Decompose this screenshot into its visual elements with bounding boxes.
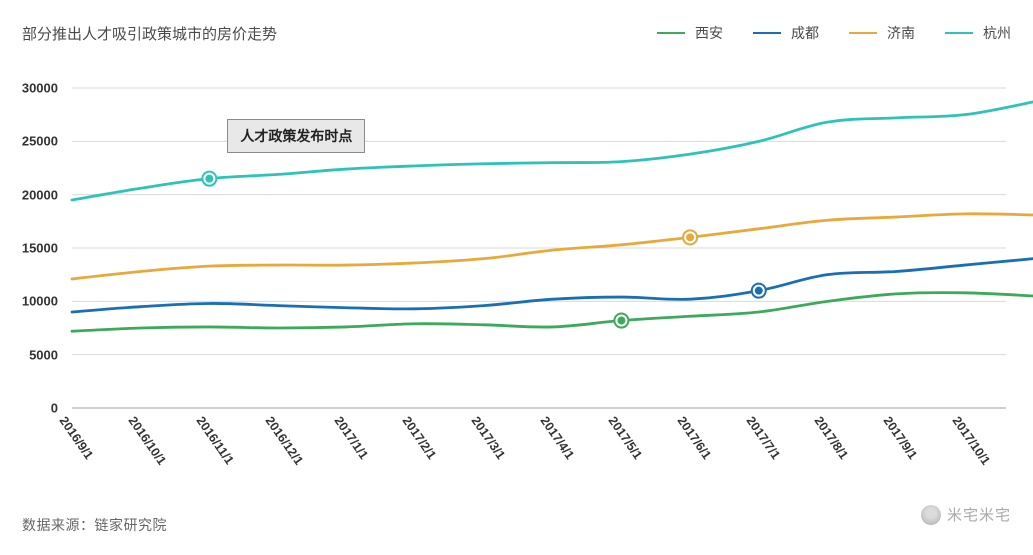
legend-item: 西安 [657, 23, 723, 43]
x-tick-label: 2017/9/1 [881, 414, 920, 462]
y-tick-label: 10000 [22, 294, 58, 309]
legend: 西安 成都 济南 杭州 [657, 23, 1011, 43]
y-tick-label: 20000 [22, 187, 58, 202]
policy-marker-dot [755, 287, 763, 295]
x-tick-label: 2016/9/1 [57, 414, 96, 462]
legend-swatch [657, 32, 685, 34]
annotation-callout: 人才政策发布时点 [227, 119, 365, 153]
x-tick-label: 2016/11/1 [194, 414, 237, 467]
x-tick-label: 2017/3/1 [469, 414, 508, 462]
legend-swatch [945, 32, 973, 34]
y-tick-label: 25000 [22, 134, 58, 149]
watermark-icon [921, 505, 941, 525]
chart-container: 部分推出人才吸引政策城市的房价走势 西安 成都 济南 杭州 0 5000 10000 150… [0, 0, 1033, 555]
y-tick-label: 0 [51, 401, 58, 416]
legend-label: 成都 [791, 23, 819, 43]
legend-label: 西安 [695, 23, 723, 43]
legend-label: 济南 [887, 23, 915, 43]
legend-item: 济南 [849, 23, 915, 43]
legend-item: 杭州 [945, 23, 1011, 43]
x-tick-label: 2017/5/1 [606, 414, 645, 462]
x-tick-label: 2017/1/1 [331, 414, 370, 462]
legend-item: 成都 [753, 23, 819, 43]
chart-svg [72, 88, 1006, 408]
x-tick-label: 2017/6/1 [675, 414, 714, 462]
policy-marker-dot [617, 317, 625, 325]
legend-swatch [849, 32, 877, 34]
legend-label: 杭州 [983, 23, 1011, 43]
plot-area [72, 88, 1006, 408]
watermark-text: 米宅米宅 [947, 504, 1011, 525]
x-tick-label: 2016/10/1 [125, 414, 168, 468]
legend-swatch [753, 32, 781, 34]
y-tick-label: 15000 [22, 241, 58, 256]
y-axis-labels: 050001000015000200002500030000 [0, 88, 66, 408]
annotation-text: 人才政策发布时点 [240, 128, 352, 144]
chart-title: 部分推出人才吸引政策城市的房价走势 [22, 23, 277, 44]
x-axis-labels: 2016/9/12016/10/12016/11/12016/12/12017/… [72, 414, 1006, 484]
x-tick-label: 2017/10/1 [949, 414, 992, 468]
x-tick-label: 2017/2/1 [400, 414, 439, 462]
policy-marker-dot [205, 175, 213, 183]
y-tick-label: 5000 [29, 347, 58, 362]
series-line [72, 214, 1033, 279]
policy-marker-dot [686, 233, 694, 241]
header: 部分推出人才吸引政策城市的房价走势 西安 成都 济南 杭州 [22, 18, 1011, 48]
series-line [72, 102, 1033, 200]
x-tick-label: 2016/12/1 [263, 414, 306, 468]
x-tick-label: 2017/4/1 [537, 414, 576, 462]
x-tick-label: 2017/7/1 [743, 414, 782, 462]
y-tick-label: 30000 [22, 81, 58, 96]
x-tick-label: 2017/8/1 [812, 414, 851, 462]
watermark: 米宅米宅 [921, 504, 1011, 525]
data-source-label: 数据来源：链家研究院 [22, 515, 167, 535]
